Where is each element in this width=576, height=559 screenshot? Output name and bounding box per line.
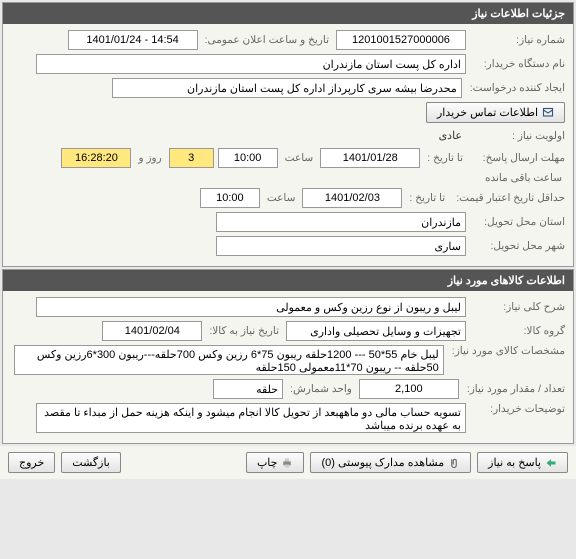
need-to-goods-date-field[interactable]	[102, 321, 202, 341]
goods-info-title: اطلاعات کالاهای مورد نیاز	[448, 275, 565, 287]
back-button[interactable]: بازگشت	[61, 452, 121, 473]
need-details-panel: جزئیات اطلاعات نیاز شماره نیاز: تاریخ و …	[2, 2, 574, 267]
row-price-validity: حداقل تاریخ اعتبار قیمت: تا تاریخ : ساعت	[11, 188, 565, 208]
qty-label: تعداد / مقدار مورد نیاز:	[463, 383, 565, 395]
back-label: بازگشت	[72, 456, 110, 469]
row-goods-group: گروه کالا: تاریخ نیاز به کالا:	[11, 321, 565, 341]
price-validity-time-field[interactable]	[200, 188, 260, 208]
row-delivery-city: شهر محل تحویل:	[11, 236, 565, 256]
buyer-notes-label: توضیحات خریدار:	[470, 403, 565, 415]
and-label: روز و	[135, 152, 164, 164]
row-buyer-org: نام دستگاه خریدار:	[11, 54, 565, 74]
delivery-city-field[interactable]	[216, 236, 466, 256]
goods-info-header: اطلاعات کالاهای مورد نیاز	[3, 270, 573, 291]
attachments-label: مشاهده مدارک پیوستی (0)	[321, 456, 444, 469]
goods-group-field[interactable]	[286, 321, 466, 341]
deadline-time-field[interactable]	[218, 148, 278, 168]
price-to-date-label: تا تاریخ :	[406, 192, 448, 204]
deadline-time-label: ساعت	[282, 152, 317, 164]
general-desc-field[interactable]	[36, 297, 466, 317]
print-label: چاپ	[257, 456, 278, 469]
unit-field[interactable]	[213, 379, 283, 399]
attachment-icon	[448, 457, 460, 469]
contact-buyer-button[interactable]: اطلاعات تماس خریدار	[426, 102, 565, 123]
deadline-date-field[interactable]	[320, 148, 420, 168]
buyer-org-label: نام دستگاه خریدار:	[470, 58, 565, 70]
print-button[interactable]: چاپ	[246, 452, 305, 473]
footer-left-group: بازگشت خروج	[8, 452, 121, 473]
row-delivery-province: استان محل تحویل:	[11, 212, 565, 232]
qty-field[interactable]	[359, 379, 459, 399]
row-general-desc: شرح کلی نیاز:	[11, 297, 565, 317]
remaining-label: ساعت باقی مانده	[482, 172, 565, 184]
contact-icon	[542, 107, 554, 119]
delivery-city-label: شهر محل تحویل:	[470, 240, 565, 252]
days-remaining-box: 3	[169, 148, 214, 168]
price-validity-label: حداقل تاریخ اعتبار قیمت:	[452, 192, 565, 204]
need-number-field[interactable]	[336, 30, 466, 50]
goods-info-panel: اطلاعات کالاهای مورد نیاز شرح کلی نیاز: …	[2, 269, 574, 444]
reply-label: پاسخ به نیاز	[488, 456, 541, 469]
announce-datetime-field[interactable]	[68, 30, 198, 50]
price-time-label: ساعت	[264, 192, 299, 204]
row-need-number: شماره نیاز: تاریخ و ساعت اعلان عمومی:	[11, 30, 565, 50]
need-details-title: جزئیات اطلاعات نیاز	[472, 8, 565, 20]
buyer-org-field[interactable]	[36, 54, 466, 74]
delivery-province-label: استان محل تحویل:	[470, 216, 565, 228]
time-remaining-box: 16:28:20	[61, 148, 131, 168]
buyer-notes-field[interactable]	[36, 403, 466, 433]
deadline-to-date-label: تا تاریخ :	[424, 152, 466, 164]
general-desc-label: شرح کلی نیاز:	[470, 301, 565, 313]
need-number-label: شماره نیاز:	[470, 34, 565, 46]
reply-icon	[545, 457, 557, 469]
attachments-button[interactable]: مشاهده مدارک پیوستی (0)	[310, 452, 471, 473]
reply-button[interactable]: پاسخ به نیاز	[477, 452, 568, 473]
row-priority: اولویت نیاز : عادی	[11, 127, 565, 144]
row-buyer-notes: توضیحات خریدار:	[11, 403, 565, 433]
footer-right-group: پاسخ به نیاز مشاهده مدارک پیوستی (0) چاپ	[246, 452, 568, 473]
contact-buyer-label: اطلاعات تماس خریدار	[437, 106, 538, 119]
price-validity-date-field[interactable]	[302, 188, 402, 208]
delivery-province-field[interactable]	[216, 212, 466, 232]
exit-label: خروج	[19, 456, 44, 469]
goods-spec-field[interactable]	[14, 345, 444, 375]
row-qty: تعداد / مقدار مورد نیاز: واحد شمارش:	[11, 379, 565, 399]
unit-label: واحد شمارش:	[287, 383, 355, 395]
priority-value: عادی	[435, 127, 466, 144]
row-deadline: مهلت ارسال پاسخ: تا تاریخ : ساعت 3 روز و…	[11, 148, 565, 184]
print-icon	[281, 457, 293, 469]
deadline-label: مهلت ارسال پاسخ:	[470, 152, 565, 164]
footer-bar: پاسخ به نیاز مشاهده مدارک پیوستی (0) چاپ…	[0, 446, 576, 479]
row-goods-spec: مشخصات کالای مورد نیاز:	[11, 345, 565, 375]
creator-field[interactable]	[112, 78, 462, 98]
goods-info-body: شرح کلی نیاز: گروه کالا: تاریخ نیاز به ک…	[3, 291, 573, 443]
announce-datetime-label: تاریخ و ساعت اعلان عمومی:	[202, 34, 332, 46]
creator-label: ایجاد کننده درخواست:	[466, 82, 565, 94]
priority-label: اولویت نیاز :	[470, 130, 565, 142]
need-details-header: جزئیات اطلاعات نیاز	[3, 3, 573, 24]
goods-spec-label: مشخصات کالای مورد نیاز:	[448, 345, 565, 357]
goods-group-label: گروه کالا:	[470, 325, 565, 337]
need-details-body: شماره نیاز: تاریخ و ساعت اعلان عمومی: نا…	[3, 24, 573, 266]
exit-button[interactable]: خروج	[8, 452, 55, 473]
row-creator: ایجاد کننده درخواست: اطلاعات تماس خریدار	[11, 78, 565, 123]
need-to-goods-date-label: تاریخ نیاز به کالا:	[206, 325, 282, 337]
